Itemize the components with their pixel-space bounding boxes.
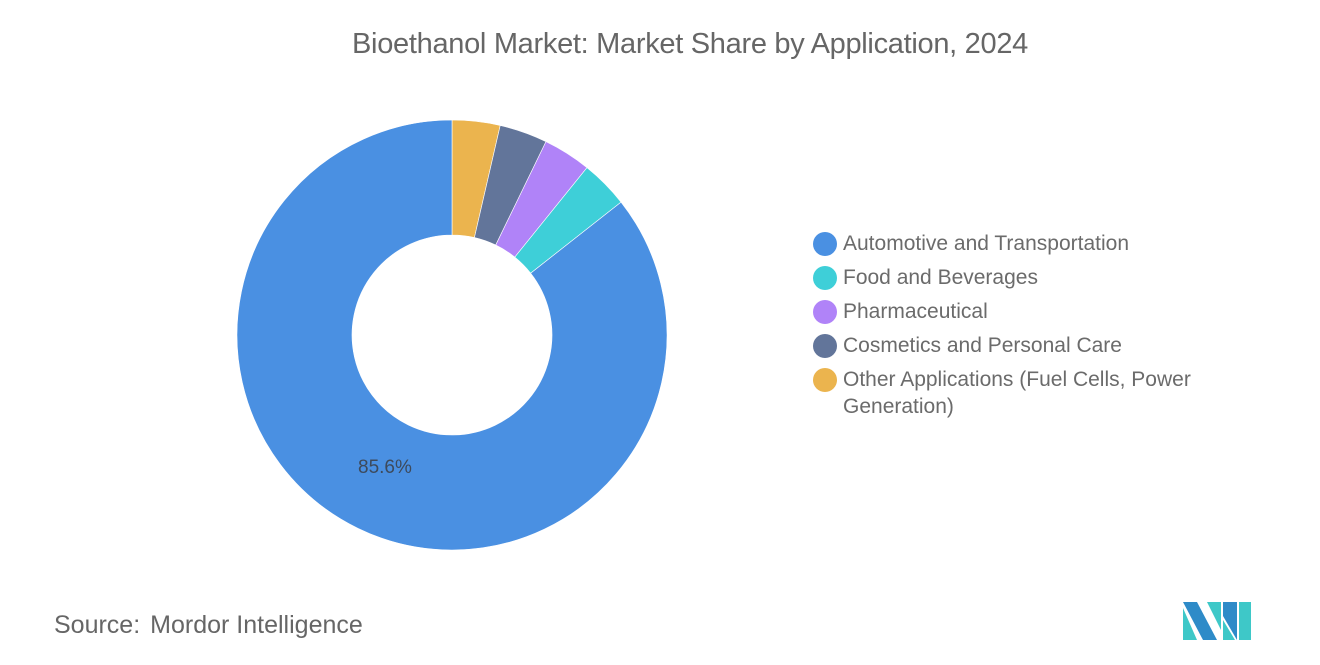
source-value: Mordor Intelligence	[150, 611, 363, 639]
legend-label: Food and Beverages	[843, 266, 1038, 289]
legend-label: Cosmetics and Personal Care	[843, 334, 1122, 357]
mordor-intelligence-logo-icon	[1183, 602, 1251, 640]
legend-dot-icon	[813, 232, 837, 256]
slice-automotive[interactable]	[236, 119, 668, 551]
legend-label: Pharmaceutical	[843, 300, 988, 323]
legend-label: Other Applications (Fuel Cells, Power Ge…	[843, 368, 1191, 418]
source-key: Source:	[54, 611, 141, 639]
donut-chart: 85.6%	[230, 112, 675, 557]
chart-title: Bioethanol Market: Market Share by Appli…	[352, 28, 1028, 60]
legend-item-automotive[interactable]: Automotive and Transportation	[813, 230, 1233, 257]
chart-legend: Automotive and Transportation Food and B…	[813, 230, 1233, 427]
source-note: Source: Mordor Intelligence	[54, 611, 363, 640]
legend-item-food[interactable]: Food and Beverages	[813, 264, 1233, 291]
legend-item-cosmetics[interactable]: Cosmetics and Personal Care	[813, 332, 1233, 359]
donut-chart-svg: 85.6%	[236, 119, 668, 551]
legend-dot-icon	[813, 368, 837, 392]
legend-item-pharmaceutical[interactable]: Pharmaceutical	[813, 298, 1233, 325]
legend-dot-icon	[813, 334, 837, 358]
legend-label: Automotive and Transportation	[843, 232, 1130, 255]
slice-value-label: 85.6%	[358, 457, 412, 478]
legend-dot-icon	[813, 266, 837, 290]
legend-item-other[interactable]: Other Applications (Fuel Cells, Power Ge…	[813, 366, 1233, 420]
legend-dot-icon	[813, 300, 837, 324]
